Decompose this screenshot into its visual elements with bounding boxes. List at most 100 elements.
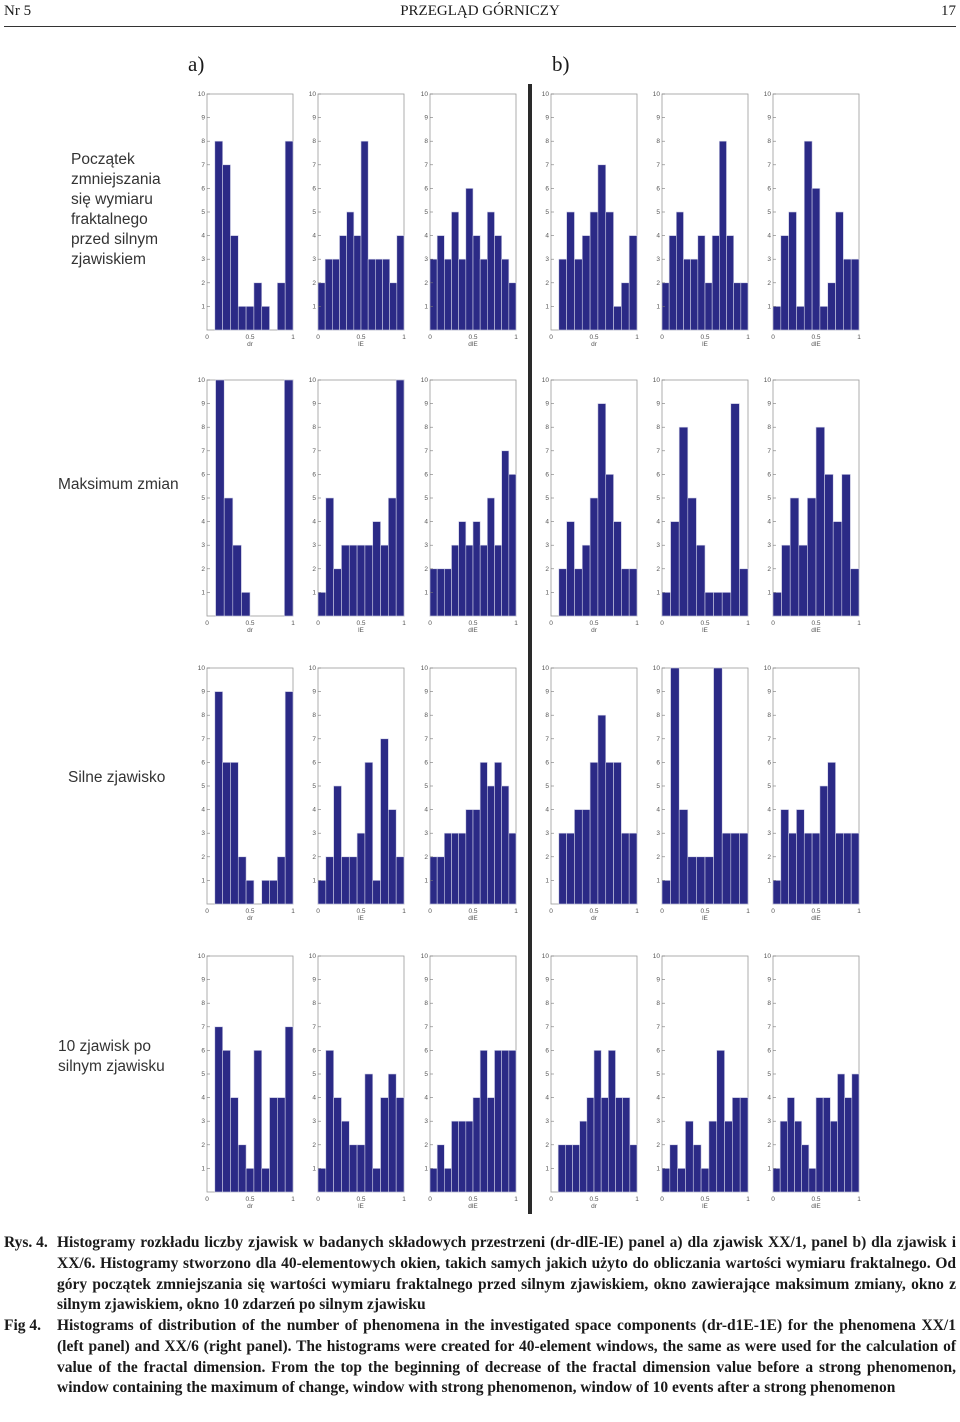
y-tick-label: 9 [767, 977, 771, 984]
y-tick-label: 9 [656, 689, 660, 696]
histogram-bar [317, 1168, 327, 1193]
y-tick-label: 4 [201, 1095, 205, 1102]
histogram-bar [586, 1097, 595, 1193]
histogram-bar [436, 235, 445, 331]
y-tick-label: 6 [656, 759, 660, 766]
histogram-bar [661, 1168, 671, 1193]
y-tick-label: 2 [767, 280, 771, 287]
panel-label-b: b) [552, 52, 570, 76]
histogram-bar [388, 497, 397, 617]
histogram-bar [472, 1097, 481, 1193]
y-tick-label: 4 [424, 519, 428, 526]
y-tick-label: 2 [767, 854, 771, 861]
y-tick-label: 2 [312, 280, 316, 287]
histogram-bar [574, 258, 583, 331]
histogram-bar [739, 832, 749, 905]
y-tick-label: 3 [312, 256, 316, 263]
histogram-bar [253, 1050, 263, 1193]
y-tick-label: 5 [312, 495, 316, 502]
y-tick-label: 7 [312, 736, 316, 743]
y-tick-label: 10 [542, 665, 550, 672]
x-axis-label: dlE [811, 341, 821, 348]
histogram-bar [487, 211, 495, 331]
x-axis-label: dr [247, 341, 254, 348]
x-tick-label: 0 [316, 908, 320, 915]
histogram-bar [796, 306, 805, 331]
y-tick-label: 4 [201, 519, 205, 526]
row-label-line: Maksimum zmian [58, 476, 179, 493]
y-tick-label: 9 [424, 115, 428, 122]
y-tick-label: 10 [421, 953, 429, 960]
histogram-bar [843, 258, 852, 331]
y-tick-label: 2 [424, 280, 428, 287]
histogram-bar [574, 568, 583, 617]
y-tick-label: 1 [312, 1165, 316, 1172]
histogram-b-4-dlE: 1 2 3 4 5 6 7 8 9 10 0 0.5 1 dlE [764, 953, 861, 1210]
histogram-bar [396, 235, 405, 331]
histogram-bar [808, 1168, 817, 1193]
y-tick-label: 4 [767, 233, 771, 240]
y-tick-label: 7 [545, 1024, 549, 1031]
y-tick-label: 9 [312, 977, 316, 984]
histogram-a-4-dr: 1 2 3 4 5 6 7 8 9 10 0 0.5 1 dr [198, 953, 295, 1210]
histogram-bar [581, 235, 591, 331]
histogram-bar [487, 785, 495, 905]
x-axis-label: lE [702, 1203, 708, 1210]
histogram-bar [444, 1168, 452, 1193]
y-tick-label: 9 [656, 401, 660, 408]
y-tick-label: 10 [198, 665, 206, 672]
histogram-bar [348, 544, 358, 617]
x-axis-label: dr [247, 915, 254, 922]
y-tick-label: 4 [767, 519, 771, 526]
histogram-bar [605, 474, 614, 617]
x-tick-label: 0 [549, 908, 553, 915]
y-tick-label: 8 [656, 712, 660, 719]
histogram-bar [557, 1144, 566, 1193]
histogram-bar [678, 426, 689, 617]
histogram-bar [222, 164, 231, 331]
histogram-bar [380, 1097, 389, 1193]
x-tick-label: 0 [316, 620, 320, 627]
y-tick-label: 2 [424, 1142, 428, 1149]
histogram-bar [574, 809, 583, 905]
histogram-bar [807, 497, 817, 617]
x-axis-label: lE [702, 627, 708, 634]
histogram-bar [716, 1050, 725, 1193]
histogram-a-4-lE: 1 2 3 4 5 6 7 8 9 10 0 0.5 1 lE [309, 953, 406, 1210]
histogram-bar [458, 1120, 467, 1193]
y-tick-label: 3 [201, 256, 205, 263]
x-axis-label: dr [247, 1203, 254, 1210]
histogram-bar [589, 497, 599, 617]
y-tick-label: 3 [424, 256, 428, 263]
y-tick-label: 9 [767, 689, 771, 696]
y-tick-label: 2 [656, 854, 660, 861]
x-tick-label: 0.5 [356, 334, 365, 341]
y-tick-label: 1 [545, 1165, 549, 1172]
y-tick-label: 6 [545, 185, 549, 192]
y-tick-label: 8 [312, 138, 316, 145]
x-tick-label: 1 [291, 334, 295, 341]
y-tick-label: 7 [312, 448, 316, 455]
histogram-bar [850, 568, 860, 617]
y-tick-label: 5 [424, 495, 428, 502]
y-tick-label: 6 [424, 759, 428, 766]
x-tick-label: 0 [771, 1196, 775, 1203]
y-tick-label: 4 [656, 233, 660, 240]
histogram-bar [822, 1097, 831, 1193]
caption-polish-label: Rys. 4. [4, 1234, 48, 1251]
row-label-line: przed silnym [71, 231, 158, 248]
x-axis-label: dlE [811, 1203, 821, 1210]
histogram-bar [781, 544, 791, 617]
y-tick-label: 3 [656, 256, 660, 263]
y-tick-label: 10 [764, 665, 772, 672]
y-tick-label: 2 [767, 1142, 771, 1149]
x-tick-label: 1 [514, 908, 518, 915]
histogram-bar [237, 856, 247, 905]
y-tick-label: 8 [767, 424, 771, 431]
histogram-bar [835, 832, 844, 905]
histogram-bar [325, 497, 334, 617]
row-label-after-event: 10 zjawisk po silnym zjawisku [58, 1037, 165, 1077]
x-tick-label: 0 [205, 334, 209, 341]
x-axis-label: dlE [811, 915, 821, 922]
x-tick-label: 1 [746, 908, 750, 915]
